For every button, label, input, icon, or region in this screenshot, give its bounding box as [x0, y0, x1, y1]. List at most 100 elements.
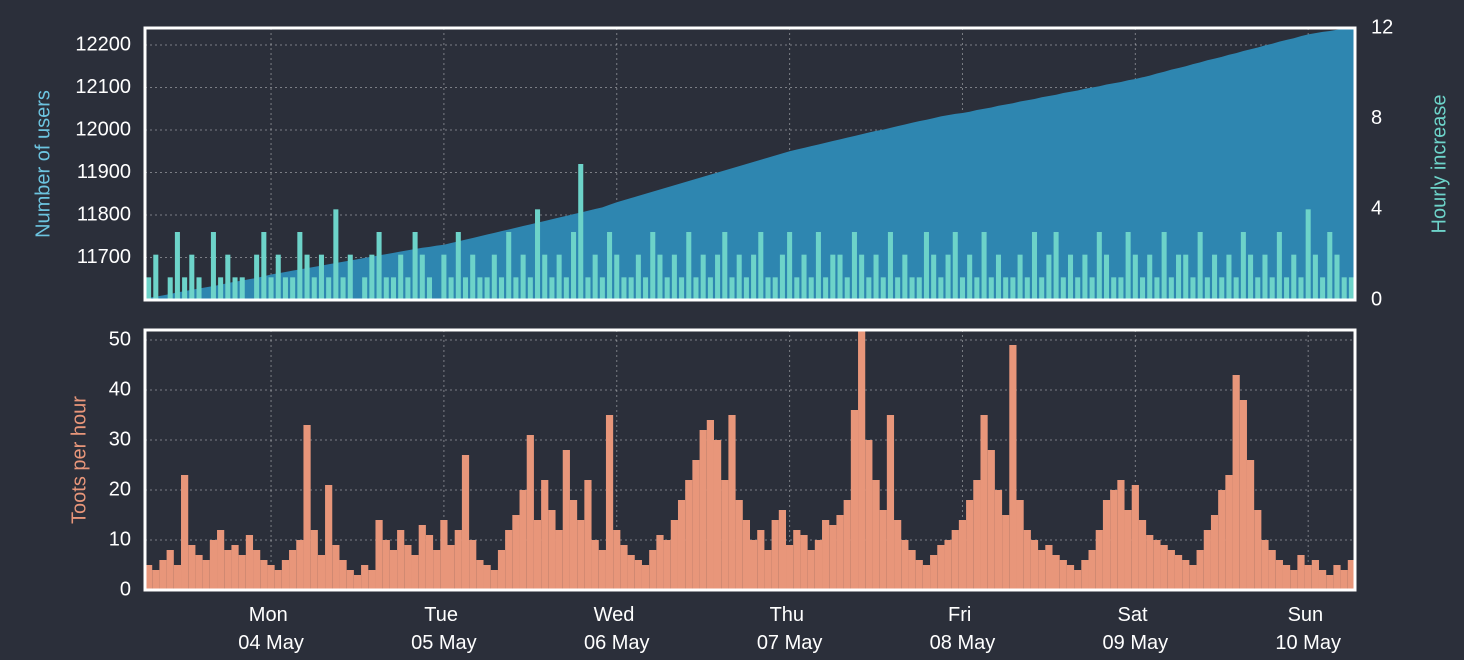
bar: [332, 545, 340, 590]
bar: [361, 565, 369, 590]
bar: [966, 500, 974, 590]
bar: [483, 565, 491, 590]
bar: [159, 560, 167, 590]
bar: [1016, 500, 1024, 590]
bar: [477, 277, 483, 300]
bar: [844, 277, 850, 300]
bar: [296, 540, 304, 590]
bar: [1081, 560, 1089, 590]
bar: [389, 550, 398, 590]
bar: [390, 277, 397, 300]
bar: [333, 209, 339, 300]
bar: [1039, 277, 1045, 300]
bar: [397, 530, 405, 590]
bar: [787, 232, 793, 300]
bar: [484, 277, 490, 300]
bar: [412, 232, 418, 300]
bar: [346, 570, 354, 590]
bar: [1002, 515, 1010, 590]
bar: [182, 277, 188, 300]
y-tick-label: 50: [109, 328, 131, 350]
bar: [692, 460, 700, 590]
bar: [210, 232, 216, 300]
bar: [843, 500, 851, 590]
bar: [591, 540, 599, 590]
bar: [1110, 490, 1118, 590]
bar: [562, 450, 570, 590]
bar: [771, 520, 779, 590]
bar: [290, 277, 296, 300]
bar: [577, 520, 585, 590]
bar: [146, 277, 152, 300]
bar: [209, 540, 218, 590]
bar: [851, 232, 857, 300]
bar: [643, 277, 649, 300]
bar: [751, 254, 757, 300]
bar: [858, 330, 866, 590]
bar: [693, 277, 699, 300]
bar: [1147, 254, 1153, 300]
bar: [585, 277, 591, 300]
bar: [382, 540, 390, 590]
bar: [685, 480, 693, 590]
bar: [1046, 254, 1052, 300]
bar: [425, 535, 434, 590]
bar: [289, 550, 297, 590]
bar: [145, 565, 153, 590]
bar: [715, 254, 721, 300]
bar: [202, 560, 210, 590]
y-tick-label: 30: [109, 428, 131, 450]
bar: [369, 254, 375, 300]
bar: [513, 277, 519, 300]
bar: [613, 530, 621, 590]
bar: [808, 277, 814, 300]
bar: [735, 500, 743, 590]
bar: [433, 550, 441, 590]
bar: [1059, 560, 1067, 590]
bar: [303, 425, 311, 590]
bar: [454, 530, 462, 590]
bar: [1190, 277, 1196, 300]
bar: [404, 545, 412, 590]
bar: [505, 530, 513, 590]
bar: [778, 510, 787, 590]
bar: [1210, 515, 1219, 590]
bar: [945, 254, 951, 300]
bar: [1111, 277, 1117, 300]
bar: [722, 232, 728, 300]
bar: [497, 550, 506, 590]
bar: [1327, 232, 1333, 300]
bar: [895, 277, 901, 300]
bar: [189, 254, 195, 300]
bar: [865, 440, 873, 590]
bar: [1095, 530, 1103, 590]
bar: [1340, 570, 1348, 590]
bar: [592, 254, 598, 300]
bar: [1226, 254, 1232, 300]
bar: [1154, 277, 1160, 300]
bar: [274, 570, 282, 590]
bar: [1074, 570, 1082, 590]
bar: [1297, 555, 1305, 590]
bar: [677, 500, 686, 590]
bar: [1348, 277, 1354, 300]
bar: [375, 520, 383, 590]
y2-tick-label: 12: [1371, 16, 1393, 38]
bar: [764, 550, 772, 590]
bar: [1305, 209, 1311, 300]
bar: [440, 520, 448, 590]
bar: [1291, 254, 1297, 300]
bar: [218, 277, 224, 300]
bar: [578, 164, 584, 300]
y-tick-label: 11800: [77, 203, 131, 225]
bar: [1268, 550, 1276, 590]
bar: [814, 540, 823, 590]
bar: [563, 277, 569, 300]
bar: [167, 277, 173, 300]
bar: [383, 277, 389, 300]
bar: [743, 277, 749, 300]
bar: [353, 575, 362, 590]
bar: [1219, 277, 1225, 300]
bar: [951, 530, 959, 590]
